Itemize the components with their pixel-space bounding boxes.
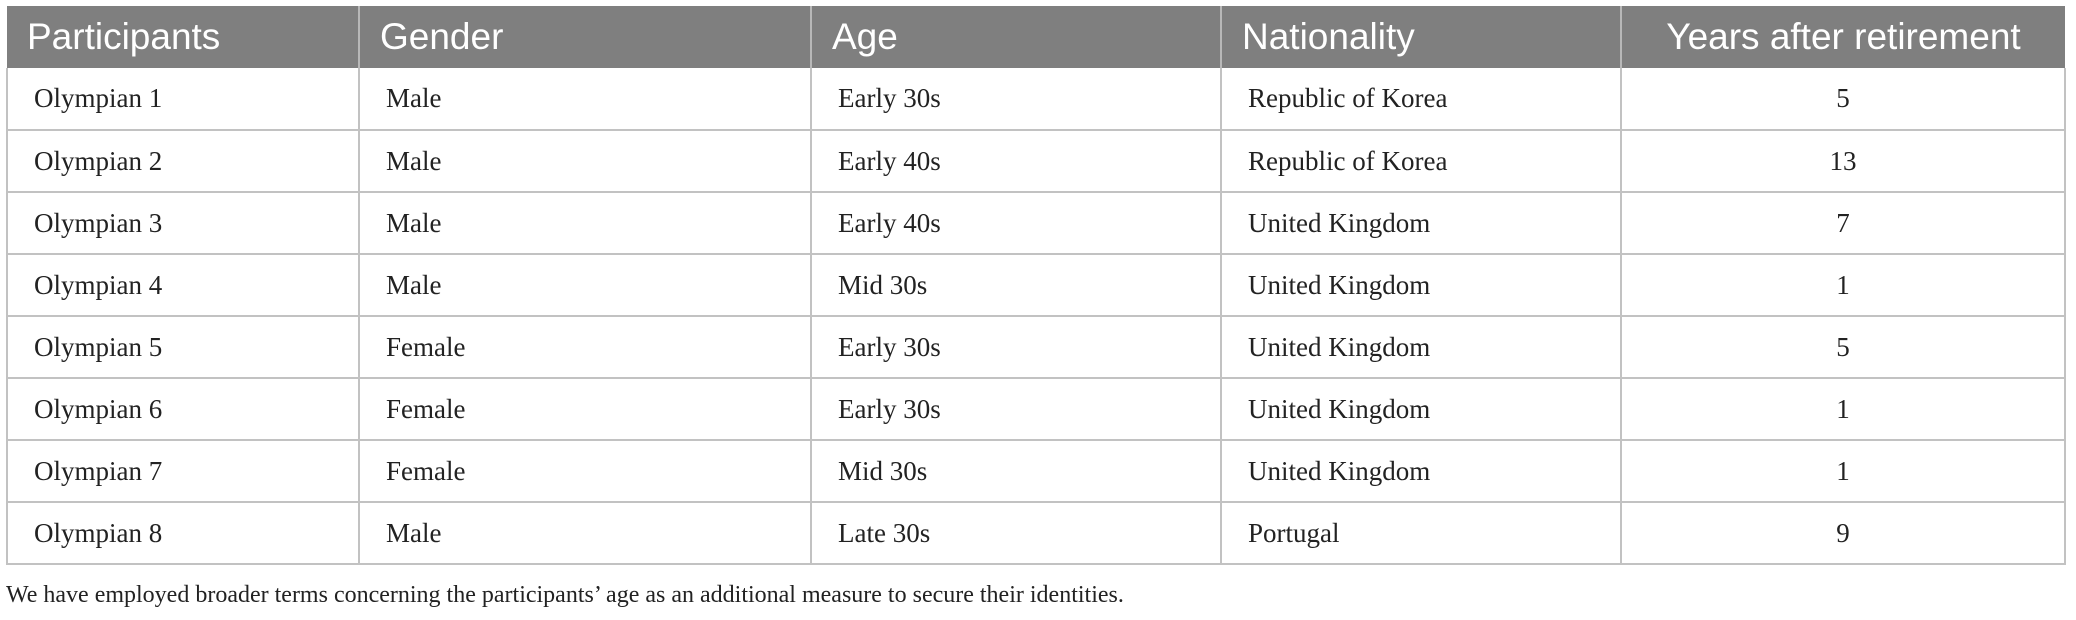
- cell-nationality: United Kingdom: [1221, 316, 1622, 379]
- cell-age: Early 30s: [811, 316, 1222, 379]
- cell-gender: Female: [359, 316, 812, 379]
- cell-age: Mid 30s: [811, 254, 1222, 317]
- cell-years-after-retirement: 1: [1621, 378, 2066, 441]
- table-row: Olympian 7 Female Mid 30s United Kingdom…: [6, 440, 2066, 503]
- cell-nationality: Portugal: [1221, 502, 1622, 565]
- cell-gender: Male: [359, 130, 812, 193]
- cell-nationality: United Kingdom: [1221, 192, 1622, 255]
- column-header-age: Age: [811, 6, 1222, 68]
- cell-gender: Female: [359, 378, 812, 441]
- column-header-nationality: Nationality: [1221, 6, 1622, 68]
- cell-years-after-retirement: 1: [1621, 254, 2066, 317]
- table-header: Participants Gender Age Nationality Year…: [7, 6, 2065, 68]
- cell-gender: Male: [359, 254, 812, 317]
- table-row: Olympian 2 Male Early 40s Republic of Ko…: [6, 130, 2066, 193]
- table-row: Olympian 4 Male Mid 30s United Kingdom 1: [6, 254, 2066, 317]
- table-body: Olympian 1 Male Early 30s Republic of Ko…: [6, 68, 2066, 565]
- cell-participant: Olympian 2: [6, 130, 360, 193]
- cell-years-after-retirement: 7: [1621, 192, 2066, 255]
- cell-gender: Male: [359, 502, 812, 565]
- column-header-gender: Gender: [359, 6, 812, 68]
- cell-gender: Male: [359, 68, 812, 131]
- table-row: Olympian 3 Male Early 40s United Kingdom…: [6, 192, 2066, 255]
- cell-age: Early 40s: [811, 130, 1222, 193]
- cell-years-after-retirement: 5: [1621, 316, 2066, 379]
- column-header-years-after-retirement: Years after retirement: [1621, 6, 2065, 68]
- table-row: Olympian 6 Female Early 30s United Kingd…: [6, 378, 2066, 441]
- table-row: Olympian 1 Male Early 30s Republic of Ko…: [6, 68, 2066, 131]
- table-row: Olympian 5 Female Early 30s United Kingd…: [6, 316, 2066, 379]
- cell-nationality: United Kingdom: [1221, 440, 1622, 503]
- cell-gender: Male: [359, 192, 812, 255]
- cell-participant: Olympian 1: [6, 68, 360, 131]
- header-row: Participants Gender Age Nationality Year…: [7, 6, 2065, 68]
- cell-years-after-retirement: 13: [1621, 130, 2066, 193]
- cell-participant: Olympian 5: [6, 316, 360, 379]
- cell-participant: Olympian 4: [6, 254, 360, 317]
- cell-age: Mid 30s: [811, 440, 1222, 503]
- cell-participant: Olympian 6: [6, 378, 360, 441]
- cell-years-after-retirement: 5: [1621, 68, 2066, 131]
- cell-age: Late 30s: [811, 502, 1222, 565]
- cell-nationality: Republic of Korea: [1221, 68, 1622, 131]
- cell-participant: Olympian 8: [6, 502, 360, 565]
- table-footnote: We have employed broader terms concernin…: [6, 582, 1124, 608]
- cell-participant: Olympian 3: [6, 192, 360, 255]
- cell-age: Early 30s: [811, 68, 1222, 131]
- cell-nationality: United Kingdom: [1221, 378, 1622, 441]
- cell-years-after-retirement: 1: [1621, 440, 2066, 503]
- cell-years-after-retirement: 9: [1621, 502, 2066, 565]
- cell-nationality: United Kingdom: [1221, 254, 1622, 317]
- cell-nationality: Republic of Korea: [1221, 130, 1622, 193]
- cell-age: Early 40s: [811, 192, 1222, 255]
- participants-table: Participants Gender Age Nationality Year…: [6, 6, 2066, 565]
- cell-participant: Olympian 7: [6, 440, 360, 503]
- column-header-participants: Participants: [7, 6, 360, 68]
- cell-gender: Female: [359, 440, 812, 503]
- participants-table-container: Participants Gender Age Nationality Year…: [6, 6, 2066, 565]
- cell-age: Early 30s: [811, 378, 1222, 441]
- table-row: Olympian 8 Male Late 30s Portugal 9: [6, 502, 2066, 565]
